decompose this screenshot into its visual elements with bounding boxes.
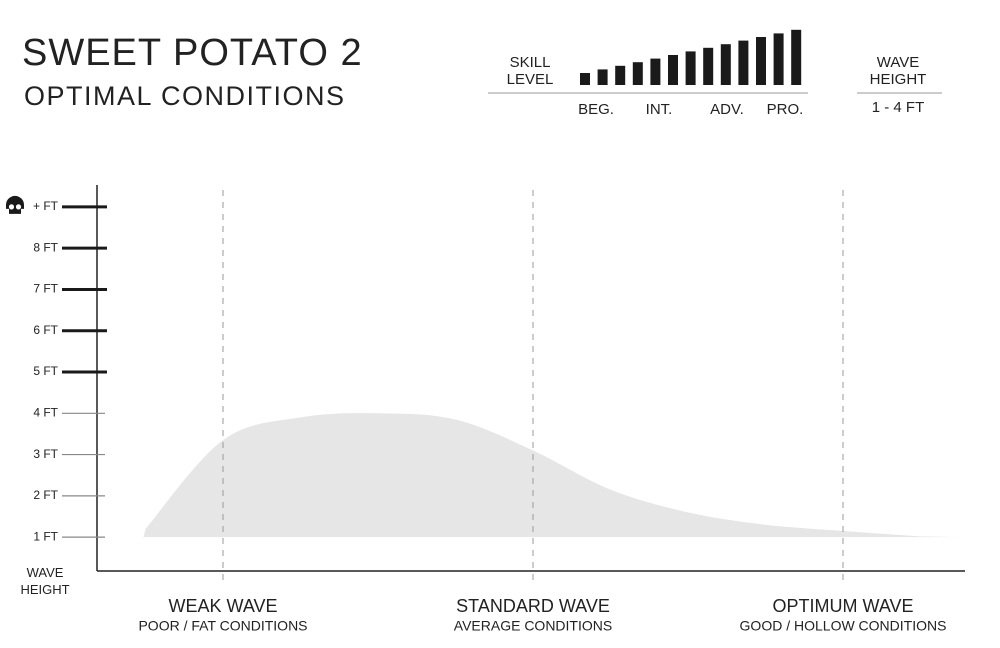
title: SWEET POTATO 2 [22, 32, 363, 74]
subtitle: OPTIMAL CONDITIONS [24, 81, 346, 111]
skill-bar [580, 73, 590, 85]
skill-bar [720, 44, 731, 85]
skill-label: SKILL LEVEL [506, 54, 554, 88]
skill-bar [791, 29, 802, 85]
y-tick-label: 4 FT [33, 405, 58, 419]
y-tick-label: 6 FT [33, 323, 58, 337]
wave-height-value: 1 - 4 FT [872, 99, 925, 116]
x-tick-label: STANDARD WAVE [456, 596, 610, 616]
skill-bar [738, 40, 749, 85]
skill-bar [703, 47, 714, 85]
skill-level-label: BEG. [578, 101, 614, 118]
x-tick-label: WEAK WAVE [168, 596, 277, 616]
skill-bars [580, 29, 802, 85]
skill-level-label: PRO. [767, 101, 804, 118]
skill-bar [632, 62, 643, 85]
skill-bar [615, 65, 626, 85]
y-tick-label: 2 FT [33, 488, 58, 502]
y-axis-title: WAVE HEIGHT [20, 565, 70, 597]
skull-eye [8, 204, 15, 210]
x-tick-note: POOR / FAT CONDITIONS [138, 618, 307, 634]
skill-bar [668, 55, 678, 85]
skill-bar [756, 37, 766, 85]
y-tick-label: 5 FT [33, 364, 58, 378]
y-tick-label: 7 FT [33, 282, 58, 296]
y-tick-label: 3 FT [33, 447, 58, 461]
area [143, 413, 961, 538]
skill-level-label: ADV. [710, 101, 744, 118]
wave-height-label: WAVE HEIGHT [869, 54, 927, 88]
skull-head [6, 195, 24, 214]
x-tick-note: GOOD / HOLLOW CONDITIONS [740, 618, 947, 634]
skull-icon [6, 195, 24, 214]
y-tick-label: 1 FT [33, 529, 58, 543]
x-tick-label: OPTIMUM WAVE [773, 596, 914, 616]
y-tick-label: + FT [33, 199, 59, 213]
skill-bar [597, 69, 608, 85]
x-tick-note: AVERAGE CONDITIONS [454, 618, 612, 634]
skull-eye [15, 204, 22, 210]
skill-bar [773, 33, 784, 85]
skill-bar [650, 58, 661, 85]
skill-level-label: INT. [646, 101, 673, 118]
skill-bar [685, 51, 696, 85]
y-tick-label: 8 FT [33, 240, 58, 254]
